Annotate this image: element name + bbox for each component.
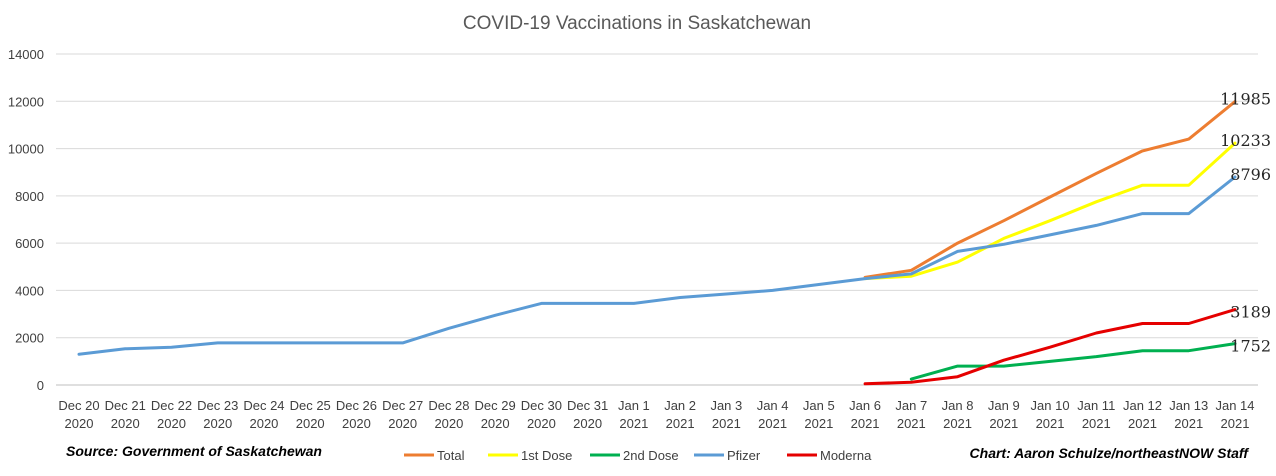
x-tick-year: 2020 xyxy=(481,416,510,431)
x-tick-label: Dec 29 xyxy=(475,398,516,413)
x-tick-label: Dec 31 xyxy=(567,398,608,413)
x-tick-label: Jan 14 xyxy=(1215,398,1254,413)
x-tick-label: Dec 20 xyxy=(58,398,99,413)
x-tick-label: Jan 8 xyxy=(942,398,974,413)
end-labels: 11985 10233 1752 8796 3189 xyxy=(1220,90,1271,356)
x-tick-label: Jan 1 xyxy=(618,398,650,413)
x-tick-label: Jan 7 xyxy=(895,398,927,413)
x-tick-year: 2021 xyxy=(804,416,833,431)
x-tick-year: 2021 xyxy=(1221,416,1250,431)
y-tick-label: 2000 xyxy=(15,331,44,346)
x-tick-year: 2021 xyxy=(989,416,1018,431)
x-tick-year: 2020 xyxy=(157,416,186,431)
x-tick-label: Dec 23 xyxy=(197,398,238,413)
x-tick-year: 2020 xyxy=(111,416,140,431)
x-tick-label: Dec 22 xyxy=(151,398,192,413)
legend-label-moderna: Moderna xyxy=(820,448,872,463)
x-tick-label: Dec 27 xyxy=(382,398,423,413)
x-tick-year: 2021 xyxy=(943,416,972,431)
x-tick-label: Dec 30 xyxy=(521,398,562,413)
y-tick-label: 4000 xyxy=(15,283,44,298)
x-tick-label: Jan 4 xyxy=(757,398,789,413)
x-tick-label: Dec 25 xyxy=(290,398,331,413)
x-tick-label: Jan 5 xyxy=(803,398,835,413)
x-tick-year: 2020 xyxy=(573,416,602,431)
x-tick-label: Jan 9 xyxy=(988,398,1020,413)
legend-label-total: Total xyxy=(437,448,465,463)
y-tick-label: 6000 xyxy=(15,236,44,251)
x-tick-year: 2021 xyxy=(1128,416,1157,431)
legend: Total 1st Dose 2nd Dose Pfizer Moderna xyxy=(404,448,872,463)
x-axis-ticks: Dec 20 2020 Dec 21 2020 Dec 22 2020 Dec 23 2020… xyxy=(58,398,1254,431)
end-label-total: 11985 xyxy=(1220,90,1271,109)
series-line-pfizer xyxy=(77,175,1237,356)
x-tick-year: 2020 xyxy=(249,416,278,431)
x-tick-year: 2021 xyxy=(758,416,787,431)
x-tick-year: 2020 xyxy=(434,416,463,431)
x-tick-label: Jan 2 xyxy=(664,398,696,413)
series-line-1st-dose xyxy=(863,141,1237,281)
x-tick-year: 2020 xyxy=(342,416,371,431)
gridlines xyxy=(56,53,1258,386)
x-tick-year: 2021 xyxy=(712,416,741,431)
y-axis-ticks: 0 2000 4000 6000 8000 10000 12000 14000 xyxy=(8,47,44,393)
legend-label-pfizer: Pfizer xyxy=(727,448,761,463)
x-tick-year: 2021 xyxy=(851,416,880,431)
x-tick-label: Jan 11 xyxy=(1077,398,1115,413)
x-tick-label: Jan 12 xyxy=(1123,398,1162,413)
end-label-1st-dose: 10233 xyxy=(1220,131,1271,150)
x-tick-label: Jan 13 xyxy=(1169,398,1208,413)
series-line-moderna xyxy=(863,308,1237,386)
y-tick-label: 14000 xyxy=(8,47,44,62)
legend-label-1st-dose: 1st Dose xyxy=(521,448,572,463)
x-tick-year: 2020 xyxy=(65,416,94,431)
end-label-2nd-dose: 1752 xyxy=(1230,337,1271,356)
x-tick-year: 2021 xyxy=(1174,416,1203,431)
x-tick-label: Dec 21 xyxy=(105,398,146,413)
end-label-pfizer: 8796 xyxy=(1230,165,1271,184)
x-tick-year: 2021 xyxy=(1036,416,1065,431)
end-label-moderna: 3189 xyxy=(1230,303,1271,322)
y-tick-label: 8000 xyxy=(15,189,44,204)
legend-label-2nd-dose: 2nd Dose xyxy=(623,448,679,463)
series-line-2nd-dose xyxy=(909,342,1237,381)
x-tick-year: 2020 xyxy=(388,416,417,431)
x-tick-year: 2021 xyxy=(666,416,695,431)
x-tick-label: Jan 10 xyxy=(1031,398,1070,413)
x-tick-year: 2021 xyxy=(897,416,926,431)
x-tick-year: 2021 xyxy=(1082,416,1111,431)
x-tick-year: 2020 xyxy=(203,416,232,431)
y-tick-label: 0 xyxy=(37,378,44,393)
x-tick-label: Jan 3 xyxy=(710,398,742,413)
x-tick-year: 2020 xyxy=(527,416,556,431)
x-tick-label: Dec 28 xyxy=(428,398,469,413)
y-tick-label: 10000 xyxy=(8,142,44,157)
source-note: Source: Government of Saskatchewan xyxy=(66,443,322,459)
series-lines xyxy=(77,100,1237,386)
x-tick-label: Dec 26 xyxy=(336,398,377,413)
x-tick-year: 2021 xyxy=(619,416,648,431)
chart-title: COVID-19 Vaccinations in Saskatchewan xyxy=(463,13,811,34)
x-tick-label: Dec 24 xyxy=(243,398,284,413)
series-line-total xyxy=(863,100,1237,279)
y-tick-label: 12000 xyxy=(8,94,44,109)
x-tick-label: Jan 6 xyxy=(849,398,881,413)
x-tick-year: 2020 xyxy=(296,416,325,431)
credit-note: Chart: Aaron Schulze/northeastNOW Staff xyxy=(970,445,1250,461)
